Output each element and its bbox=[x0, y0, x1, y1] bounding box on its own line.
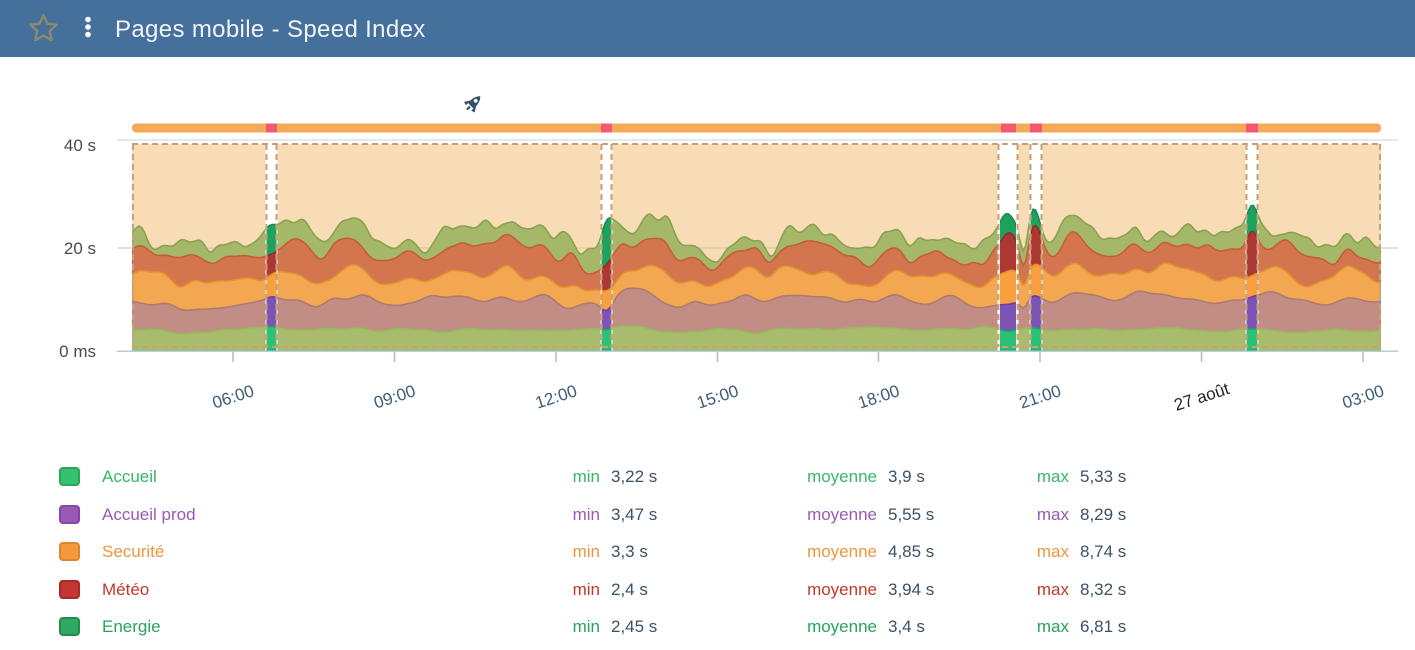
svg-text:20 s: 20 s bbox=[64, 239, 96, 258]
svg-text:12:00: 12:00 bbox=[533, 381, 579, 412]
svg-text:0 ms: 0 ms bbox=[59, 342, 96, 361]
svg-text:27 août: 27 août bbox=[1172, 379, 1232, 415]
svg-text:15:00: 15:00 bbox=[694, 381, 740, 412]
svg-text:18:00: 18:00 bbox=[855, 381, 901, 412]
svg-text:03:00: 03:00 bbox=[1340, 381, 1386, 412]
svg-text:21:00: 21:00 bbox=[1017, 381, 1063, 412]
svg-text:09:00: 09:00 bbox=[371, 381, 417, 412]
svg-text:06:00: 06:00 bbox=[210, 381, 256, 412]
svg-text:40 s: 40 s bbox=[64, 136, 96, 155]
